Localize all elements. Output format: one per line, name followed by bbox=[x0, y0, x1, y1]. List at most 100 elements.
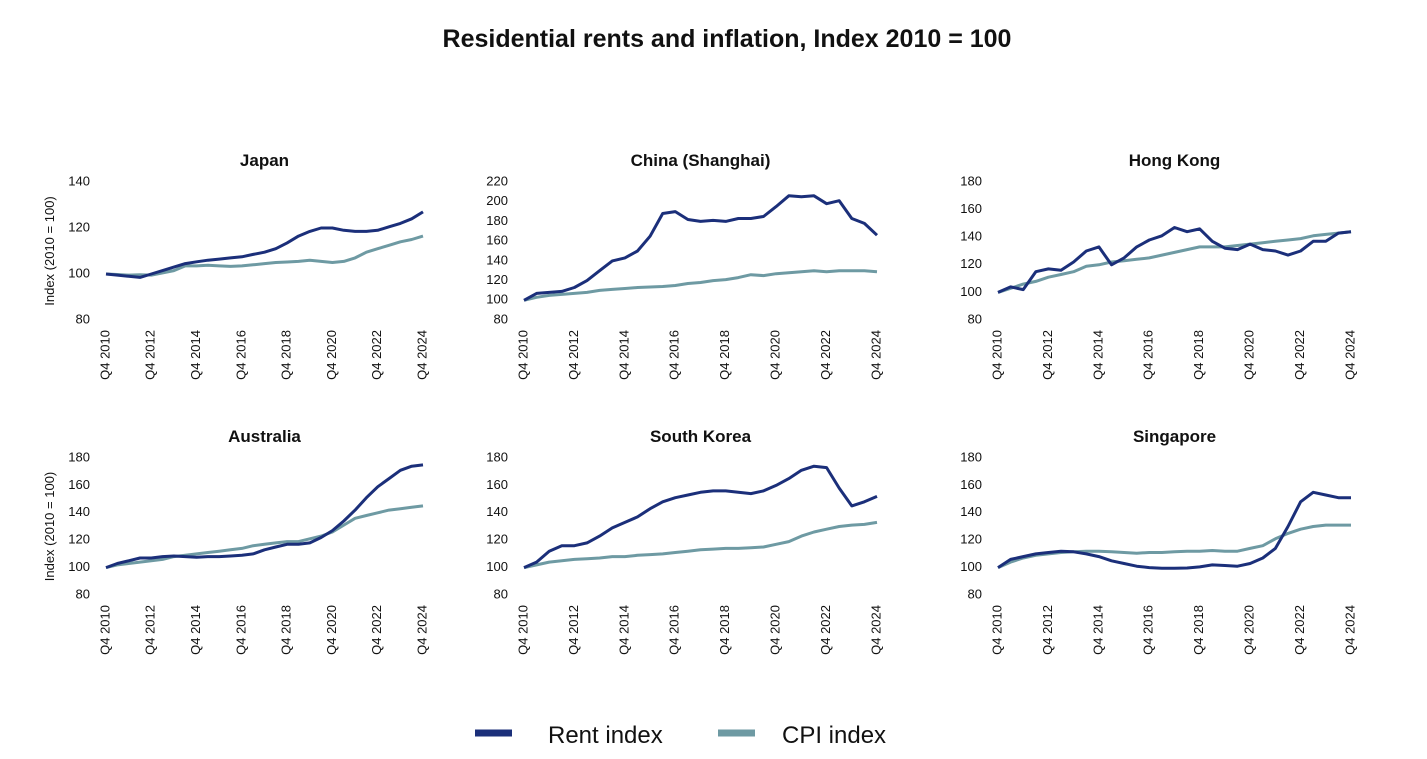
y-tick-label: 140 bbox=[486, 252, 508, 267]
y-tick-label: 100 bbox=[68, 265, 90, 280]
x-tick-label: Q4 2010 bbox=[97, 605, 112, 655]
y-tick-label: 220 bbox=[486, 173, 508, 188]
y-tick-label: 80 bbox=[494, 311, 508, 326]
y-tick-label: 120 bbox=[960, 256, 982, 271]
x-tick-label: Q4 2022 bbox=[1292, 330, 1307, 380]
x-tick-label: Q4 2012 bbox=[1040, 330, 1055, 380]
x-tick-label: Q4 2022 bbox=[818, 330, 833, 380]
y-axis-label: Index (2010 = 100) bbox=[42, 196, 57, 306]
x-tick-label: Q4 2022 bbox=[369, 330, 384, 380]
x-tick-label: Q4 2018 bbox=[279, 330, 294, 380]
y-tick-label: 140 bbox=[68, 504, 90, 519]
x-tick-label: Q4 2024 bbox=[414, 330, 429, 380]
y-tick-label: 80 bbox=[494, 586, 508, 601]
y-axis-label: Index (2010 = 100) bbox=[42, 472, 57, 582]
x-tick-label: Q4 2014 bbox=[616, 330, 631, 380]
x-tick-label: Q4 2018 bbox=[717, 605, 732, 655]
x-tick-label: Q4 2024 bbox=[868, 330, 883, 380]
figure-title: Residential rents and inflation, Index 2… bbox=[443, 25, 1012, 53]
y-tick-label: 100 bbox=[960, 284, 982, 299]
y-tick-label: 180 bbox=[68, 449, 90, 464]
x-tick-label: Q4 2016 bbox=[1141, 605, 1156, 655]
series-line bbox=[997, 490, 1351, 570]
y-tick-label: 180 bbox=[960, 449, 982, 464]
x-tick-label: Q4 2020 bbox=[768, 605, 783, 655]
x-tick-label: Q4 2024 bbox=[868, 605, 883, 655]
x-tick-label: Q4 2014 bbox=[188, 330, 203, 380]
series-line bbox=[523, 269, 878, 302]
x-tick-label: Q4 2016 bbox=[233, 330, 248, 380]
y-tick-label: 120 bbox=[486, 532, 508, 547]
x-tick-label: Q4 2014 bbox=[188, 605, 203, 655]
y-tick-label: 180 bbox=[486, 213, 508, 228]
series-line bbox=[105, 234, 424, 277]
legend-label: CPI index bbox=[782, 722, 886, 749]
panel-title: China (Shanghai) bbox=[631, 151, 771, 170]
x-tick-label: Q4 2024 bbox=[1342, 330, 1357, 380]
x-tick-label: Q4 2020 bbox=[768, 330, 783, 380]
x-tick-label: Q4 2024 bbox=[414, 605, 429, 655]
y-tick-label: 160 bbox=[486, 477, 508, 492]
y-tick-label: 120 bbox=[486, 272, 508, 287]
x-tick-label: Q4 2014 bbox=[1090, 605, 1105, 655]
x-tick-label: Q4 2018 bbox=[717, 330, 732, 380]
y-tick-label: 180 bbox=[486, 449, 508, 464]
x-tick-label: Q4 2024 bbox=[1342, 605, 1357, 655]
y-tick-label: 120 bbox=[68, 532, 90, 547]
panel-title: South Korea bbox=[650, 427, 752, 446]
legend-label: Rent index bbox=[548, 722, 663, 749]
x-tick-label: Q4 2016 bbox=[233, 605, 248, 655]
x-tick-label: Q4 2020 bbox=[324, 330, 339, 380]
x-tick-label: Q4 2012 bbox=[566, 605, 581, 655]
series-line bbox=[997, 230, 1352, 294]
x-tick-label: Q4 2012 bbox=[143, 605, 158, 655]
series-line bbox=[997, 226, 1352, 294]
y-tick-label: 140 bbox=[486, 504, 508, 519]
x-tick-label: Q4 2016 bbox=[667, 330, 682, 380]
x-tick-label: Q4 2010 bbox=[515, 330, 530, 380]
x-tick-label: Q4 2014 bbox=[616, 605, 631, 655]
x-tick-label: Q4 2010 bbox=[989, 605, 1004, 655]
y-tick-label: 100 bbox=[486, 292, 508, 307]
panel-title: Japan bbox=[240, 151, 289, 170]
y-tick-label: 200 bbox=[486, 193, 508, 208]
x-tick-label: Q4 2016 bbox=[1141, 330, 1156, 380]
series-line bbox=[523, 194, 879, 302]
series-line bbox=[997, 523, 1351, 569]
x-tick-label: Q4 2018 bbox=[279, 605, 294, 655]
x-tick-label: Q4 2014 bbox=[1090, 330, 1105, 380]
y-tick-label: 80 bbox=[968, 586, 982, 601]
series-line bbox=[105, 504, 424, 570]
x-tick-label: Q4 2022 bbox=[369, 605, 384, 655]
panel-title: Hong Kong bbox=[1129, 151, 1221, 170]
series-line bbox=[523, 464, 878, 569]
x-tick-label: Q4 2012 bbox=[1040, 605, 1055, 655]
x-tick-label: Q4 2020 bbox=[1242, 330, 1257, 380]
y-tick-label: 140 bbox=[960, 504, 982, 519]
y-tick-label: 100 bbox=[68, 559, 90, 574]
x-tick-label: Q4 2016 bbox=[667, 605, 682, 655]
y-tick-label: 160 bbox=[960, 201, 982, 216]
series-line bbox=[105, 463, 424, 570]
x-tick-label: Q4 2018 bbox=[1191, 605, 1206, 655]
x-tick-label: Q4 2012 bbox=[566, 330, 581, 380]
y-tick-label: 100 bbox=[486, 559, 508, 574]
y-tick-label: 160 bbox=[486, 233, 508, 248]
y-tick-label: 160 bbox=[960, 477, 982, 492]
y-tick-label: 140 bbox=[960, 229, 982, 244]
x-tick-label: Q4 2020 bbox=[1242, 605, 1257, 655]
x-tick-label: Q4 2022 bbox=[818, 605, 833, 655]
y-tick-label: 120 bbox=[68, 219, 90, 234]
y-tick-label: 140 bbox=[68, 173, 90, 188]
y-tick-label: 80 bbox=[76, 311, 90, 326]
x-tick-label: Q4 2020 bbox=[324, 605, 339, 655]
y-tick-label: 120 bbox=[960, 532, 982, 547]
y-tick-label: 160 bbox=[68, 477, 90, 492]
panel-title: Singapore bbox=[1133, 427, 1216, 446]
x-tick-label: Q4 2010 bbox=[97, 330, 112, 380]
y-tick-label: 80 bbox=[76, 586, 90, 601]
x-tick-label: Q4 2010 bbox=[515, 605, 530, 655]
panel-title: Australia bbox=[228, 427, 301, 446]
series-line bbox=[105, 210, 424, 279]
